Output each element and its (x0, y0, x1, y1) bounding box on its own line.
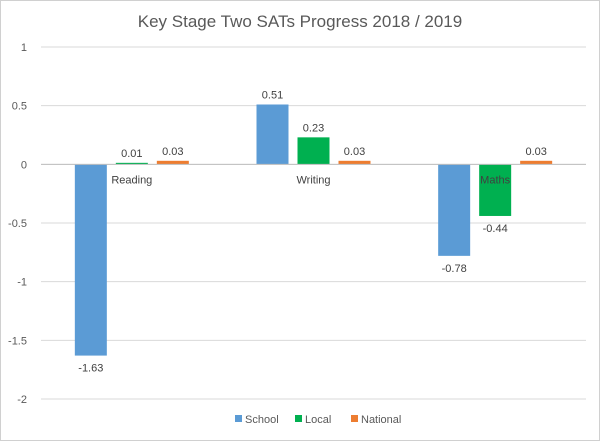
data-label: 0.03 (344, 146, 365, 158)
y-tick-label: 0 (21, 159, 27, 171)
data-label: 0.51 (262, 89, 283, 101)
data-labels: -1.63 0.01 0.03 0.51 0.23 0.03 -0.78 -0.44 0.03 (78, 89, 547, 374)
y-axis-ticks: 1 0.5 0 -0.5 -1 -1.5 -2 (8, 42, 27, 406)
bar-national-reading (156, 160, 189, 165)
y-tick-label: -1.5 (8, 335, 27, 347)
chart-title: Key Stage Two SATs Progress 2018 / 2019 (138, 12, 462, 31)
y-tick-label: -1 (17, 277, 27, 289)
data-label: 0.03 (162, 146, 183, 158)
y-tick-label: -0.5 (8, 218, 27, 230)
legend-swatch (295, 415, 302, 422)
legend: School Local National (235, 414, 401, 426)
bar-national-writing (338, 160, 371, 165)
y-tick-label: 0.5 (12, 101, 27, 113)
category-label: Writing (296, 174, 330, 186)
data-label: 0.03 (525, 146, 546, 158)
bars (74, 104, 553, 356)
legend-swatch (351, 415, 358, 422)
bar-local-reading (115, 162, 148, 165)
data-label: -0.44 (483, 223, 508, 235)
y-tick-label: -2 (17, 394, 27, 406)
legend-swatch (235, 415, 242, 422)
legend-label: School (245, 414, 279, 426)
category-label: Reading (111, 174, 152, 186)
data-label: 0.01 (121, 148, 142, 160)
bar-local-maths (479, 164, 512, 216)
bar-school-maths (438, 164, 471, 256)
category-labels: Reading Writing Maths (111, 174, 510, 186)
y-tick-label: 1 (21, 42, 27, 54)
legend-label: Local (305, 414, 331, 426)
bar-school-reading (74, 164, 107, 356)
legend-label: National (361, 414, 401, 426)
data-label: -0.78 (442, 263, 467, 275)
bar-school-writing (256, 104, 289, 165)
category-label: Maths (480, 174, 510, 186)
data-label: -1.63 (78, 363, 103, 375)
bar-national-maths (520, 160, 553, 165)
bar-local-writing (297, 137, 330, 165)
data-label: 0.23 (303, 122, 324, 134)
